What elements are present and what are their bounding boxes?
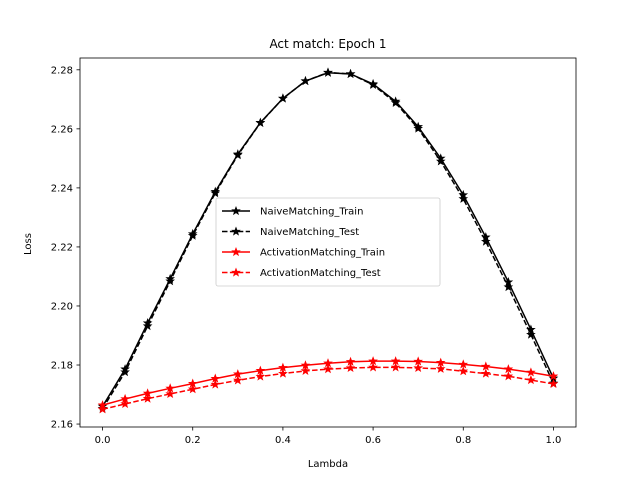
y-tick-label: 2.20 (51, 301, 73, 312)
data-point (300, 75, 311, 86)
legend-item: ActivationMatching_Train (222, 246, 385, 259)
data-point (390, 362, 401, 372)
legend-label: NaiveMatching_Test (260, 227, 359, 238)
data-point (413, 123, 423, 133)
legend-box (215, 197, 441, 287)
legend-swatch-marker (231, 226, 241, 236)
data-point (120, 398, 130, 409)
data-point (503, 371, 514, 381)
data-point (368, 79, 378, 89)
data-point (142, 393, 153, 403)
data-point (526, 375, 536, 385)
data-point (165, 388, 175, 399)
data-point (526, 367, 536, 377)
data-point (233, 375, 243, 385)
legend-swatch-marker (231, 267, 241, 277)
x-tick-label: 0.2 (185, 435, 201, 446)
plot-frame (79, 57, 577, 428)
y-tick-label: 2.22 (51, 242, 73, 253)
legend-label: NaiveMatching_Train (260, 207, 363, 218)
legend: NaiveMatching_Train NaiveMatching_Test Act… (215, 197, 441, 287)
data-point (481, 236, 491, 246)
y-tick-label: 2.28 (51, 65, 73, 76)
data-point (413, 362, 423, 373)
data-point (435, 363, 446, 373)
data-point (278, 93, 288, 103)
data-point (435, 156, 446, 166)
legend-swatch-marker (231, 205, 241, 216)
plot-area (97, 67, 559, 414)
data-point (548, 371, 559, 381)
data-point (210, 379, 221, 389)
legend-label: ActivationMatching_Train (260, 248, 385, 259)
data-point (345, 68, 356, 79)
series-ActivationMatching_Test (97, 362, 559, 414)
data-point (458, 366, 469, 376)
legend-item: NaiveMatching_Test (222, 226, 359, 238)
legend-item: NaiveMatching_Train (222, 205, 363, 218)
y-tick-label: 2.26 (51, 124, 73, 135)
data-point (187, 230, 198, 240)
data-point (526, 329, 536, 339)
data-point (323, 67, 333, 77)
data-point (233, 150, 243, 160)
axes: 0.0 0.2 0.4 0.6 0.8 1.0 2.16 2.18 2.20 2.22 2.24 2.… (51, 57, 577, 446)
legend-swatch-marker (231, 246, 241, 257)
x-tick-label: 0.8 (455, 435, 471, 446)
data-point (458, 193, 469, 203)
data-point (300, 365, 311, 376)
data-point (165, 276, 175, 286)
x-tick-label: 0.4 (275, 435, 291, 446)
y-tick-label: 2.16 (51, 420, 73, 431)
chart-title: Act match: Epoch 1 (269, 37, 386, 51)
y-tick-label: 2.24 (51, 183, 73, 194)
data-point (390, 97, 401, 107)
data-point (255, 371, 266, 381)
legend-item: ActivationMatching_Test (222, 267, 381, 279)
legend-label: ActivationMatching_Test (260, 268, 381, 279)
data-point (345, 362, 356, 373)
y-tick-label: 2.18 (51, 361, 73, 372)
data-point (481, 368, 491, 378)
data-point (503, 364, 514, 374)
data-point (278, 368, 288, 378)
data-point (210, 188, 221, 198)
data-point (503, 282, 514, 292)
data-point (97, 404, 108, 414)
data-point (548, 378, 559, 388)
data-point (142, 320, 153, 331)
data-point (120, 367, 130, 377)
data-point (368, 362, 378, 372)
x-tick-label: 1.0 (546, 435, 562, 446)
data-point (481, 361, 491, 371)
x-tick-label: 0.6 (365, 435, 381, 446)
data-point (323, 364, 333, 374)
x-tick-label: 0.0 (95, 435, 111, 446)
data-point (187, 384, 198, 394)
x-axis-label: Lambda (308, 459, 348, 470)
data-point (255, 117, 266, 128)
y-axis-label: Loss (23, 233, 34, 255)
